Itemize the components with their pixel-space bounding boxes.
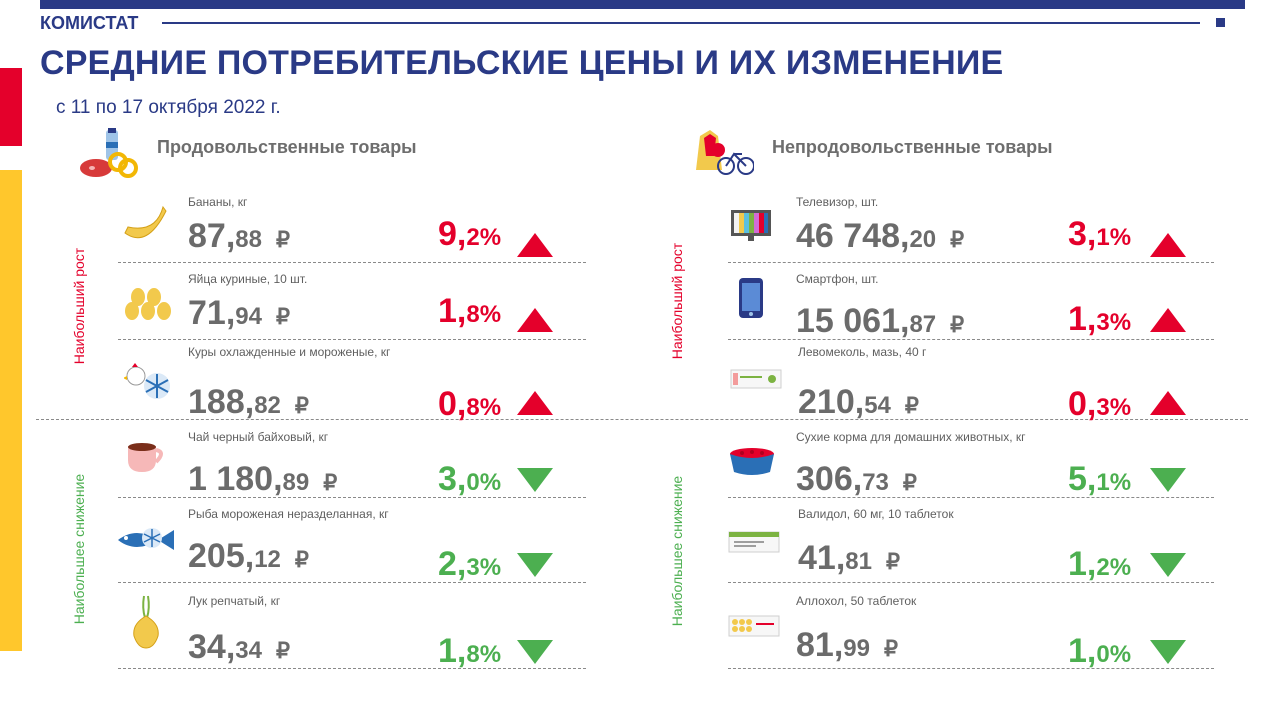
brand-name: КОМИСТАТ [40,13,139,33]
row-divider [118,262,586,263]
rise-arrow-icon [1150,233,1186,257]
pill-box-icon [728,530,780,554]
rise-arrow-icon [517,308,553,332]
item-change: 3,0% [438,460,502,498]
frozen-chicken-icon [123,362,174,404]
onion-icon [130,594,162,650]
item-name: Аллохол, 50 таблеток [796,594,917,608]
item-name: Яйца куриные, 10 шт. [188,272,308,286]
nonfood-item-smartphone: Смартфон, шт. 15 061,87 ₽ 1,3% [796,272,1266,352]
item-change: 1,8% [438,292,502,330]
item-name: Лук репчатый, кг [188,594,281,608]
item-name: Чай черный байховый, кг [188,430,329,444]
food-item-chicken: Куры охлажденные и мороженые, кг 188,82 ₽… [188,345,658,425]
rise-arrow-icon [517,391,553,415]
nonfood-section-title: Непродовольственные товары [772,137,1053,157]
frozen-fish-icon [116,524,176,556]
item-name: Куры охлажденные и мороженые, кг [188,345,391,359]
item-name: Рыба мороженая неразделанная, кг [188,507,389,521]
fall-arrow-icon [517,553,553,577]
fall-label-right: Наибольшее снижение [669,475,685,627]
food-item-tea: Чай черный байховый, кг 1 180,89 ₽ 3,0% [188,430,658,510]
item-price: 210,54 ₽ [798,383,919,421]
nonfood-item-validol: Валидол, 60 мг, 10 таблеток 41,81 ₽ 1,2% [798,507,1268,587]
tea-cup-icon [126,440,168,474]
fall-arrow-icon [1150,640,1186,664]
item-name: Смартфон, шт. [796,272,879,286]
rise-arrow-icon [1150,391,1186,415]
food-section-title: Продовольственные товары [157,137,417,157]
item-price: 46 748,20 ₽ [796,217,965,255]
top-bar [40,0,1245,9]
side-accent-yellow [0,170,22,651]
row-divider [728,262,1214,263]
item-name: Валидол, 60 мг, 10 таблеток [798,507,954,521]
item-name: Сухие корма для домашних животных, кг [796,430,1026,444]
nonfood-item-pet-food: Сухие корма для домашних животных, кг 30… [796,430,1266,510]
fall-arrow-icon [1150,553,1186,577]
section-divider [36,419,1248,420]
item-change: 1,8% [438,632,502,670]
period-label: с 11 по 17 октября 2022 г. [56,97,281,118]
row-divider [728,339,1214,340]
banana-icon [122,203,172,245]
row-divider [118,339,586,340]
clothes-bicycle-icon [692,126,755,180]
food-item-bananas: Бананы, кг 87,88 ₽ 9,2% [188,195,658,275]
rise-label-right: Наибольший рост [669,242,685,360]
item-name: Телевизор, шт. [796,195,879,209]
eggs-icon [124,286,172,322]
item-price: 34,34 ₽ [188,628,290,666]
food-item-fish: Рыба мороженая неразделанная, кг 205,12 ₽… [188,507,658,587]
row-divider [118,497,586,498]
row-divider [728,497,1214,498]
item-change: 5,1% [1068,460,1132,498]
item-change: 0,8% [438,385,502,423]
nonfood-item-allochol: Аллохол, 50 таблеток 81,99 ₽ 1,0% [796,594,1266,674]
nonfood-item-ointment: Левомеколь, мазь, 40 г 210,54 ₽ 0,3% [798,345,1268,425]
tablet-blister-icon [728,614,780,638]
pet-food-bowl-icon [728,446,776,476]
rise-arrow-icon [517,233,553,257]
header-square [1216,18,1225,27]
rise-arrow-icon [1150,308,1186,332]
row-divider [118,582,586,583]
fall-label-left: Наибольшее снижение [71,473,87,625]
item-change: 1,0% [1068,632,1132,670]
item-price: 188,82 ₽ [188,383,309,421]
item-change: 0,3% [1068,385,1132,423]
row-divider [118,668,586,669]
fall-arrow-icon [517,468,553,492]
item-change: 9,2% [438,215,502,253]
page-title: СРЕДНИЕ ПОТРЕБИТЕЛЬСКИЕ ЦЕНЫ И ИХ ИЗМЕНЕ… [40,44,1004,82]
item-price: 306,73 ₽ [796,460,917,498]
food-item-onion: Лук репчатый, кг 34,34 ₽ 1,8% [188,594,658,674]
food-item-eggs: Яйца куриные, 10 шт. 71,94 ₽ 1,8% [188,272,658,352]
row-divider [728,668,1214,669]
item-name: Левомеколь, мазь, 40 г [798,345,927,359]
smartphone-icon [738,277,764,319]
item-name: Бананы, кг [188,195,248,209]
item-price: 87,88 ₽ [188,217,290,255]
item-change: 3,1% [1068,215,1132,253]
header-rule [162,22,1200,24]
item-price: 41,81 ₽ [798,539,900,577]
item-price: 1 180,89 ₽ [188,460,338,498]
side-accent-red [0,68,22,146]
tv-icon [730,209,772,243]
item-price: 15 061,87 ₽ [796,302,965,340]
ointment-icon [730,368,782,390]
item-change: 2,3% [438,545,502,583]
fall-arrow-icon [517,640,553,664]
rise-label-left: Наибольший рост [71,247,87,365]
item-price: 81,99 ₽ [796,626,898,664]
item-price: 205,12 ₽ [188,537,309,575]
item-change: 1,3% [1068,300,1132,338]
groceries-icon [78,128,140,180]
item-price: 71,94 ₽ [188,294,290,332]
nonfood-item-tv: Телевизор, шт. 46 748,20 ₽ 3,1% [796,195,1266,275]
row-divider [728,582,1214,583]
fall-arrow-icon [1150,468,1186,492]
item-change: 1,2% [1068,545,1132,583]
